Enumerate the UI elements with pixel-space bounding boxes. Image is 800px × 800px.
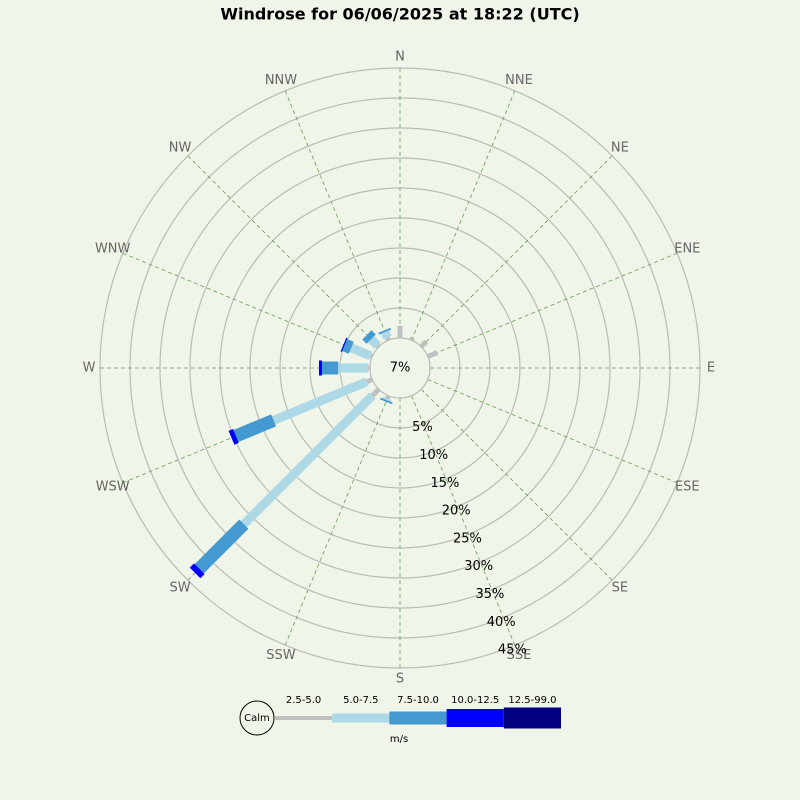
spoke [427,252,678,357]
spoke [284,90,389,341]
direction-label: S [396,672,404,687]
legend-swatch [275,716,333,720]
legend-unit: m/s [390,734,408,745]
direction-label: SSW [266,648,296,663]
direction-label: NE [611,141,629,156]
legend-label: 5.0-7.5 [343,695,378,706]
legend-label: 12.5-99.0 [508,695,556,706]
direction-label: NNE [505,73,533,88]
spoke [427,379,678,484]
wind-segment [189,563,205,579]
legend-swatch [389,711,447,725]
wind-segment [379,397,393,405]
legend-calm-label: Calm [244,713,270,724]
direction-label: ENE [674,241,700,256]
direction-label: N [395,50,405,65]
wind-segment [375,343,381,349]
wind-segment [194,519,249,574]
wind-segment [369,353,374,359]
wind-segment [362,330,376,344]
direction-label: ESE [675,480,700,495]
direction-label: SE [612,580,628,595]
direction-label: SW [170,580,191,595]
direction-label: WNW [95,241,131,256]
wind-segment [419,339,429,349]
calm-label: 7% [390,361,411,376]
wind-segment [378,327,392,335]
wind-segment [233,414,277,442]
spoke [122,252,373,357]
direction-label: NW [169,141,192,156]
ring-label: 5% [412,420,433,435]
wind-segment [365,377,374,385]
wind-segment [342,339,354,354]
wind-segment [271,377,369,425]
spoke [187,155,380,348]
wind-segment [228,429,239,445]
chart-title: Windrose for 06/06/2025 at 18:22 (UTC) [220,5,579,24]
grid-ring [279,247,521,489]
wind-segment [349,343,373,360]
spoke [411,395,516,646]
wind-segment [382,396,392,402]
wind-segment [385,336,391,342]
grid-ring [189,157,611,579]
spoke [420,388,613,581]
legend-swatch [446,709,504,727]
direction-label: SSE [507,648,532,663]
direction-label: E [707,361,715,376]
wind-segment [409,336,415,342]
ring-label: 45% [498,643,527,658]
spoke [284,395,389,646]
wind-segment [367,335,381,349]
direction-label: W [83,361,96,376]
legend-label: 10.0-12.5 [451,695,499,706]
wind-segment [370,387,381,398]
ring-label: 30% [464,559,493,574]
wind-segment [385,394,391,400]
legend-swatch [332,713,390,723]
legend-calm [239,700,275,736]
legend-label: 2.5-5.0 [286,695,321,706]
ring-label: 35% [475,587,504,602]
wind-segment [426,350,439,359]
ring-label: 15% [430,476,459,491]
spoke [411,90,516,341]
legend-label: 7.5-10.0 [397,695,439,706]
ring-label: 40% [487,615,516,630]
direction-label: WSW [96,480,130,495]
legend-swatch [503,707,561,729]
wind-segment [240,392,376,528]
ring-label: 10% [419,448,448,463]
ring-label: 25% [453,531,482,546]
ring-label: 20% [442,504,471,519]
spoke [420,155,613,348]
wind-segment [380,330,392,340]
direction-label: NNW [265,73,297,88]
